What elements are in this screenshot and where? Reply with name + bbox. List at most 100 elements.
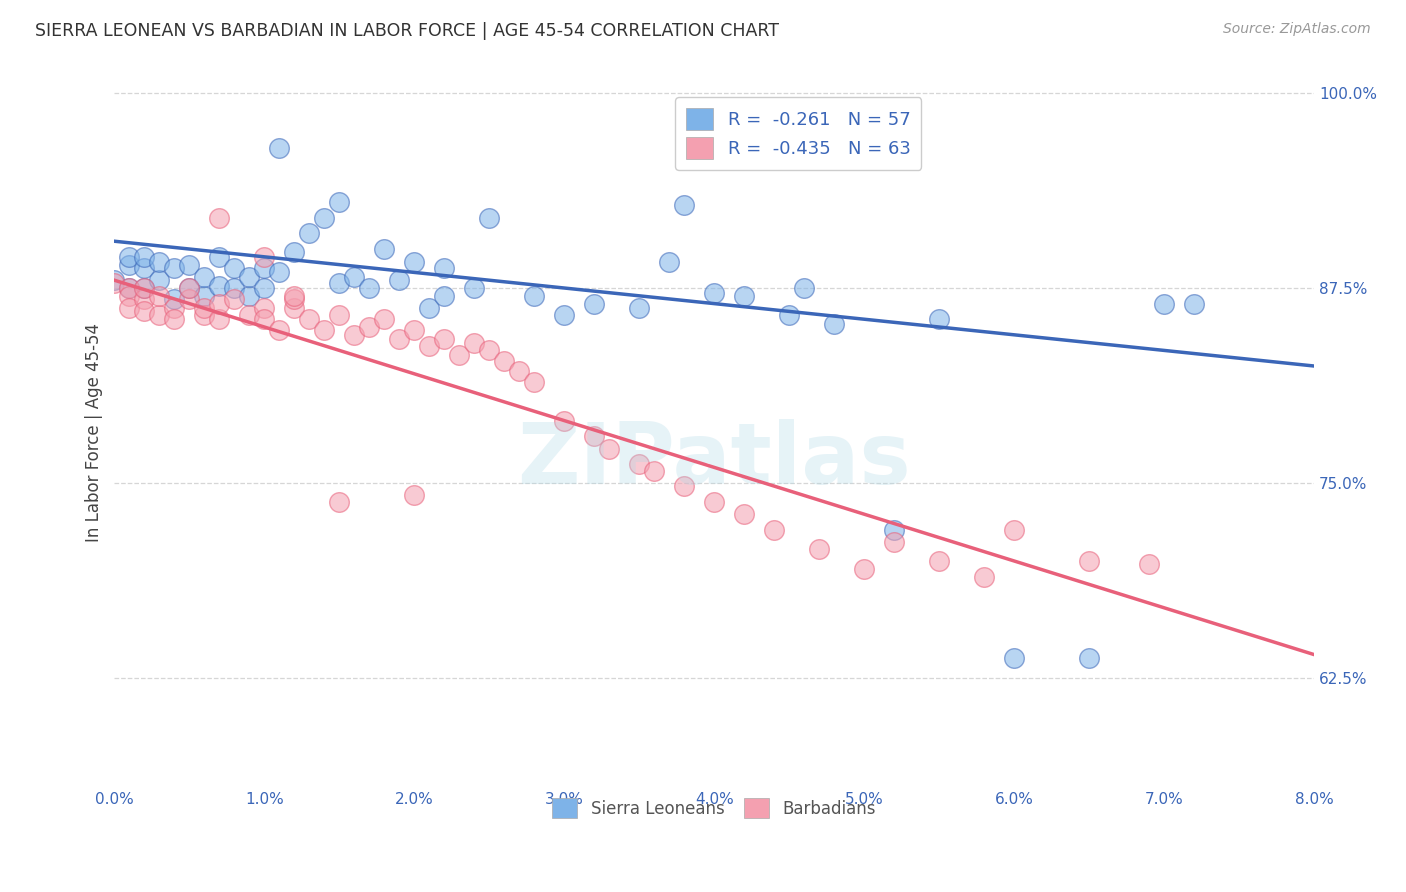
Point [583, 429, 606, 443]
Point [404, 254, 426, 268]
Point [269, 323, 291, 337]
Point [253, 250, 276, 264]
Point [179, 281, 201, 295]
Point [283, 292, 305, 306]
Point [1078, 554, 1101, 568]
Point [1002, 523, 1025, 537]
Point [148, 254, 170, 268]
Point [103, 277, 125, 291]
Point [449, 348, 471, 362]
Point [179, 258, 201, 272]
Point [388, 273, 411, 287]
Point [1137, 557, 1160, 571]
Point [193, 308, 215, 322]
Point [328, 308, 350, 322]
Point [1182, 296, 1205, 310]
Point [1153, 296, 1175, 310]
Point [373, 312, 395, 326]
Point [583, 296, 606, 310]
Point [1002, 650, 1025, 665]
Point [928, 312, 950, 326]
Point [883, 523, 905, 537]
Point [208, 279, 231, 293]
Point [118, 301, 141, 316]
Point [148, 308, 170, 322]
Point [208, 211, 231, 225]
Text: Source: ZipAtlas.com: Source: ZipAtlas.com [1223, 22, 1371, 37]
Point [418, 301, 440, 316]
Point [134, 250, 156, 264]
Point [553, 308, 575, 322]
Point [134, 281, 156, 295]
Y-axis label: In Labor Force | Age 45-54: In Labor Force | Age 45-54 [86, 323, 103, 541]
Point [148, 289, 170, 303]
Legend: Sierra Leoneans, Barbadians: Sierra Leoneans, Barbadians [546, 791, 883, 825]
Point [733, 507, 755, 521]
Point [928, 554, 950, 568]
Point [118, 250, 141, 264]
Point [523, 375, 546, 389]
Point [418, 339, 440, 353]
Point [598, 442, 620, 456]
Point [404, 323, 426, 337]
Point [643, 463, 665, 477]
Point [359, 320, 381, 334]
Point [298, 312, 321, 326]
Point [134, 292, 156, 306]
Point [283, 301, 305, 316]
Point [224, 292, 246, 306]
Point [283, 245, 305, 260]
Point [163, 301, 186, 316]
Point [343, 270, 366, 285]
Point [283, 289, 305, 303]
Point [343, 327, 366, 342]
Point [853, 562, 876, 576]
Point [703, 494, 725, 508]
Point [148, 273, 170, 287]
Point [134, 281, 156, 295]
Point [163, 260, 186, 275]
Point [298, 227, 321, 241]
Point [269, 141, 291, 155]
Point [478, 211, 501, 225]
Point [163, 292, 186, 306]
Point [553, 414, 575, 428]
Point [973, 569, 995, 583]
Point [328, 494, 350, 508]
Point [118, 281, 141, 295]
Point [433, 260, 456, 275]
Point [179, 281, 201, 295]
Point [463, 335, 485, 350]
Point [733, 289, 755, 303]
Point [328, 277, 350, 291]
Point [193, 301, 215, 316]
Point [238, 270, 260, 285]
Text: SIERRA LEONEAN VS BARBADIAN IN LABOR FORCE | AGE 45-54 CORRELATION CHART: SIERRA LEONEAN VS BARBADIAN IN LABOR FOR… [35, 22, 779, 40]
Point [433, 333, 456, 347]
Point [253, 281, 276, 295]
Point [359, 281, 381, 295]
Point [763, 523, 786, 537]
Point [253, 312, 276, 326]
Point [224, 281, 246, 295]
Point [433, 289, 456, 303]
Point [628, 457, 651, 471]
Point [508, 364, 530, 378]
Point [778, 308, 800, 322]
Point [523, 289, 546, 303]
Point [314, 323, 336, 337]
Point [269, 265, 291, 279]
Point [673, 479, 696, 493]
Point [703, 285, 725, 300]
Point [808, 541, 831, 556]
Point [463, 281, 485, 295]
Point [1078, 650, 1101, 665]
Point [404, 488, 426, 502]
Point [134, 260, 156, 275]
Point [163, 312, 186, 326]
Point [193, 270, 215, 285]
Point [388, 333, 411, 347]
Point [103, 273, 125, 287]
Point [208, 312, 231, 326]
Point [179, 292, 201, 306]
